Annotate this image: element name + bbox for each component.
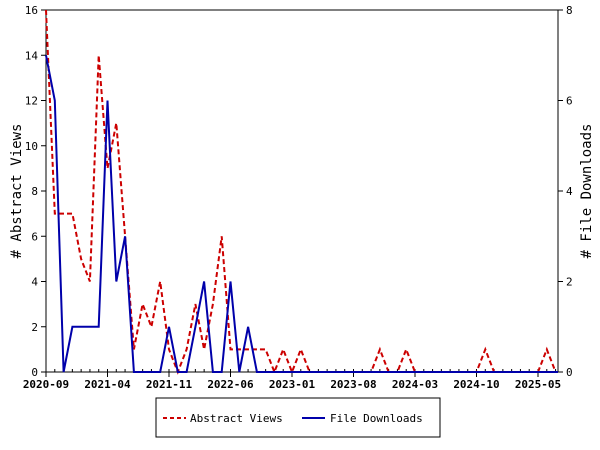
left-tick-label: 10 <box>25 140 38 153</box>
left-tick-label: 2 <box>31 321 38 334</box>
left-tick-label: 14 <box>25 49 39 62</box>
left-tick-label: 12 <box>25 95 38 108</box>
legend-label-file-downloads: File Downloads <box>330 412 423 425</box>
left-tick-label: 8 <box>31 185 38 198</box>
x-tick-label: 2024-10 <box>453 378 499 391</box>
right-axis-title: # File Downloads <box>579 124 595 259</box>
legend-label-abstract-views: Abstract Views <box>190 412 283 425</box>
x-tick-label: 2023-08 <box>330 378 376 391</box>
legend-box <box>155 397 441 438</box>
left-tick-label: 4 <box>31 276 38 289</box>
left-y-axis: 0 2 4 6 8 10 12 14 16 <box>25 4 46 379</box>
left-axis-title: # Abstract Views <box>9 124 25 259</box>
series-line-file-downloads <box>45 55 558 373</box>
right-y-axis: 0 2 4 6 8 <box>558 4 573 379</box>
left-tick-label: 6 <box>31 230 38 243</box>
series-line-abstract-views <box>45 9 558 375</box>
plot-frame <box>45 9 559 373</box>
x-tick-label: 2022-06 <box>207 378 254 391</box>
x-tick-label: 2025-05 <box>515 378 561 391</box>
x-tick-label: 2024-03 <box>392 378 438 391</box>
right-tick-label: 6 <box>566 95 573 108</box>
x-tick-label: 2021-04 <box>84 378 131 391</box>
legend: Abstract Views File Downloads <box>155 397 441 438</box>
x-tick-label: 2020-09 <box>23 378 69 391</box>
right-tick-label: 8 <box>566 4 573 17</box>
x-tick-label: 2023-01 <box>269 378 316 391</box>
right-tick-label: 0 <box>566 366 573 379</box>
x-axis: 2020-09 2021-04 2021-11 2022-06 2023-01 2023-… <box>23 369 561 391</box>
right-tick-label: 2 <box>566 276 573 289</box>
x-tick-label: 2021-11 <box>146 378 193 391</box>
left-tick-label: 0 <box>31 366 38 379</box>
series-layer <box>45 9 558 375</box>
left-tick-label: 16 <box>25 4 38 17</box>
right-tick-label: 4 <box>566 185 573 198</box>
